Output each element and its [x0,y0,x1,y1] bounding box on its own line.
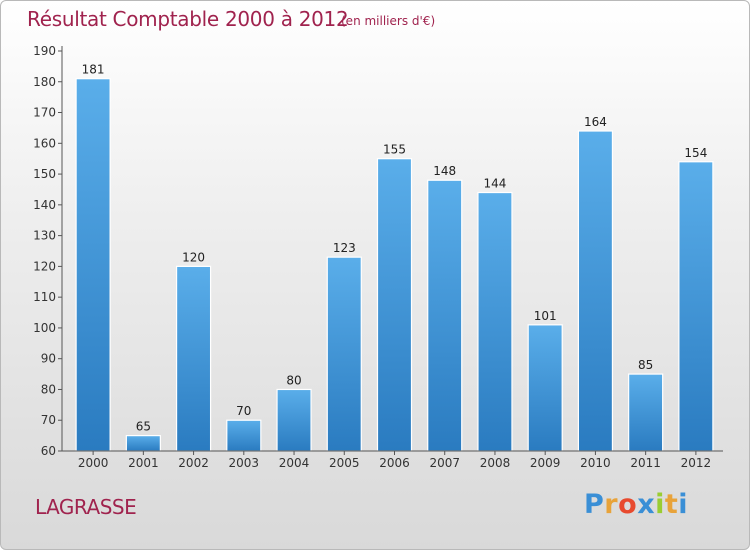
logo-letter: x [637,489,656,520]
y-tick-label: 160 [33,136,56,150]
bar-2009[interactable] [527,324,563,452]
y-tick-label: 140 [33,198,56,212]
bar-2010[interactable] [577,130,614,452]
x-tick-label: 2002 [178,456,209,470]
commune-name: LAGRASSE [35,495,137,519]
x-tick-label: 2011 [630,456,661,470]
y-tick-label: 90 [41,352,56,366]
bar-2006[interactable] [376,158,413,452]
bar-value-label: 120 [182,250,205,264]
bar-value-label: 148 [433,164,456,178]
y-tick-label: 130 [33,229,56,243]
logo-letter: o [618,489,638,520]
x-tick-label: 2004 [279,456,310,470]
bar-value-label: 80 [286,373,301,387]
bar-2002[interactable] [175,265,212,452]
bar-value-label: 144 [484,177,507,191]
x-tick-label: 2000 [78,456,109,470]
x-tick-label: 2003 [229,456,260,470]
bar-value-label: 164 [584,115,607,129]
x-tick-label: 2008 [480,456,511,470]
x-tick-label: 2010 [580,456,611,470]
y-tick-label: 100 [33,321,56,335]
y-axis: 60 70 80 90 100 110 120 130 140 150 160 170 180 190 [33,44,63,458]
chart-title: Résultat Comptable 2000 à 2012 [27,7,349,31]
bar-2005[interactable] [326,256,362,452]
x-axis: 2000 2001 2002 2003 2004 2005 2006 2007 2008 2009… [62,450,723,470]
bar-value-label: 65 [136,420,151,434]
bar-value-label: 85 [638,358,653,372]
bar-value-label: 181 [82,63,105,77]
chart-subtitle: (en milliers d'€) [341,14,436,28]
bar-2000[interactable] [75,78,111,452]
logo-letter: P [584,489,605,520]
y-tick-label: 150 [33,167,56,181]
bar-2011[interactable] [628,373,664,452]
bar-2012[interactable] [678,161,714,452]
bar-value-label: 155 [383,143,406,157]
y-tick-label: 60 [41,444,56,458]
x-tick-label: 2012 [681,456,712,470]
x-tick-label: 2009 [530,456,561,470]
x-tick-label: 2006 [379,456,410,470]
y-tick-label: 120 [33,259,56,273]
y-tick-label: 110 [33,290,56,304]
y-tick-label: 170 [33,106,56,120]
bar-2003[interactable] [226,419,262,452]
bar-value-label: 70 [236,404,251,418]
x-tick-label: 2001 [128,456,159,470]
logo-letter: t [664,489,679,520]
x-tick-label: 2007 [429,456,460,470]
bars: 181 65 120 70 80 123 155 148 144 101 164 85 154 [75,63,714,452]
bar-2008[interactable] [477,191,513,452]
y-tick-label: 80 [41,382,56,396]
bar-2007[interactable] [427,179,463,452]
logo-letter: r [604,489,619,520]
bar-2004[interactable] [276,388,312,452]
bar-value-label: 154 [684,146,707,160]
proxiti-logo[interactable]: Proxiti [584,489,688,520]
y-tick-label: 70 [41,413,56,427]
bar-value-label: 123 [333,241,356,255]
logo-letter: i [655,489,665,520]
y-tick-label: 180 [33,75,56,89]
bar-2001[interactable] [125,435,161,452]
x-tick-label: 2005 [329,456,360,470]
logo-letter: i [678,489,689,520]
y-tick-label: 190 [33,44,56,58]
bar-value-label: 101 [534,309,557,323]
